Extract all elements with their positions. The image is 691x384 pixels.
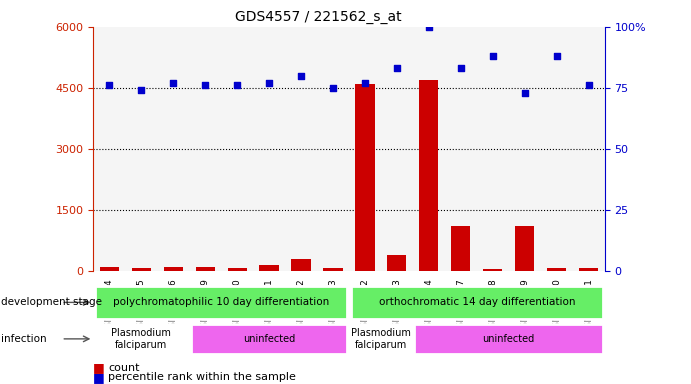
Text: polychromatophilic 10 day differentiation: polychromatophilic 10 day differentiatio… [113, 297, 329, 308]
Bar [196, 268, 215, 271]
Text: orthochromatic 14 day differentiation: orthochromatic 14 day differentiation [379, 297, 575, 308]
Point [328, 85, 339, 91]
Bar [387, 255, 406, 271]
Bar [547, 268, 566, 271]
Text: Plasmodium
falciparum: Plasmodium falciparum [111, 328, 171, 350]
Text: percentile rank within the sample: percentile rank within the sample [108, 372, 296, 382]
Text: ■: ■ [93, 361, 105, 374]
Bar [451, 226, 471, 271]
Bar [164, 267, 182, 271]
Text: ■: ■ [93, 371, 105, 384]
Text: development stage: development stage [1, 297, 102, 308]
Bar [350, 286, 603, 319]
Bar [259, 265, 278, 271]
Text: uninfected: uninfected [243, 334, 295, 344]
Bar [483, 269, 502, 271]
Point [391, 65, 402, 71]
Text: GDS4557 / 221562_s_at: GDS4557 / 221562_s_at [234, 10, 401, 23]
Bar [323, 268, 343, 271]
Point [455, 65, 466, 71]
Bar [350, 324, 411, 354]
Bar [95, 286, 348, 319]
Text: Plasmodium
falciparum: Plasmodium falciparum [351, 328, 411, 350]
Point [296, 73, 307, 79]
Bar [131, 268, 151, 271]
Bar [579, 268, 598, 271]
Text: uninfected: uninfected [482, 334, 535, 344]
Bar [415, 324, 603, 354]
Text: infection: infection [1, 334, 47, 344]
Bar [95, 324, 187, 354]
Point [487, 53, 498, 59]
Point [519, 89, 530, 96]
Bar [100, 268, 119, 271]
Bar [419, 80, 438, 271]
Bar [227, 268, 247, 271]
Point [104, 82, 115, 88]
Point [231, 82, 243, 88]
Point [424, 24, 435, 30]
Bar [191, 324, 348, 354]
Point [551, 53, 562, 59]
Point [200, 82, 211, 88]
Bar [515, 226, 534, 271]
Point [263, 80, 274, 86]
Text: count: count [108, 363, 140, 373]
Bar [355, 84, 375, 271]
Point [359, 80, 370, 86]
Bar [292, 259, 310, 271]
Point [583, 82, 594, 88]
Point [135, 87, 146, 93]
Point [168, 80, 179, 86]
